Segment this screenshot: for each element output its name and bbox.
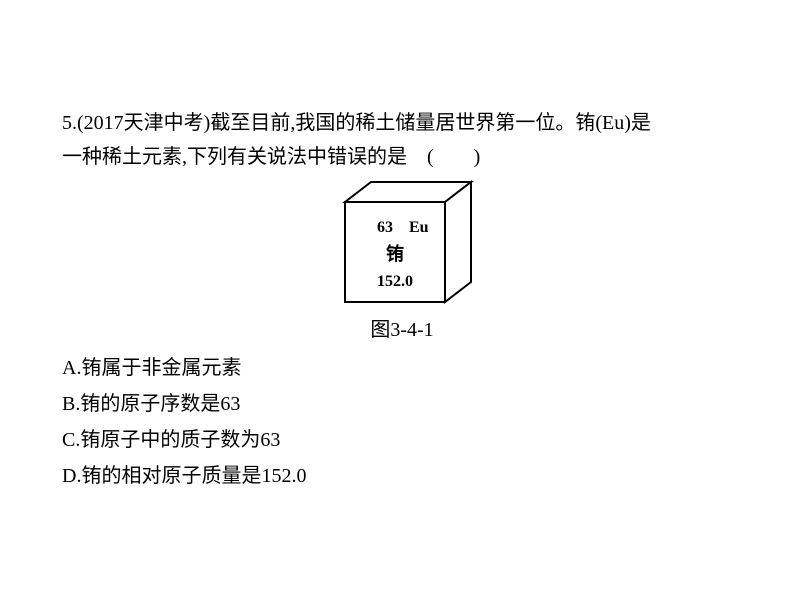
question-line-2-suffix: ) (474, 146, 481, 168)
atomic-mass-text: 152.0 (377, 273, 413, 290)
cube-right-face (445, 182, 471, 302)
option-b[interactable]: B.铕的原子序数是63 (62, 386, 742, 422)
option-c[interactable]: C.铕原子中的质子数为63 (62, 422, 742, 458)
element-symbol-text: Eu (409, 219, 429, 236)
element-name-text: 铕 (386, 243, 404, 264)
figure-caption: 图3-4-1 (62, 313, 742, 342)
question-block: 5.(2017天津中考)截至目前,我国的稀土储量居世界第一位。铕(Eu)是 一种… (62, 106, 742, 494)
question-line-2: 一种稀土元素,下列有关说法中错误的是 ( ) (62, 140, 742, 174)
answer-blank[interactable] (434, 140, 474, 174)
question-line-2-prefix: 一种稀土元素,下列有关说法中错误的是 ( (62, 146, 434, 168)
question-line-1: 5.(2017天津中考)截至目前,我国的稀土储量居世界第一位。铕(Eu)是 (62, 106, 742, 140)
figure-container: 63 Eu 铕 152.0 图3-4-1 (62, 180, 742, 342)
element-cube-diagram: 63 Eu 铕 152.0 (327, 180, 477, 306)
options-list: A.铕属于非金属元素 B.铕的原子序数是63 C.铕原子中的质子数为63 D.铕… (62, 350, 742, 494)
option-d[interactable]: D.铕的相对原子质量是152.0 (62, 458, 742, 494)
option-a[interactable]: A.铕属于非金属元素 (62, 350, 742, 386)
atomic-number-text: 63 (377, 219, 393, 236)
